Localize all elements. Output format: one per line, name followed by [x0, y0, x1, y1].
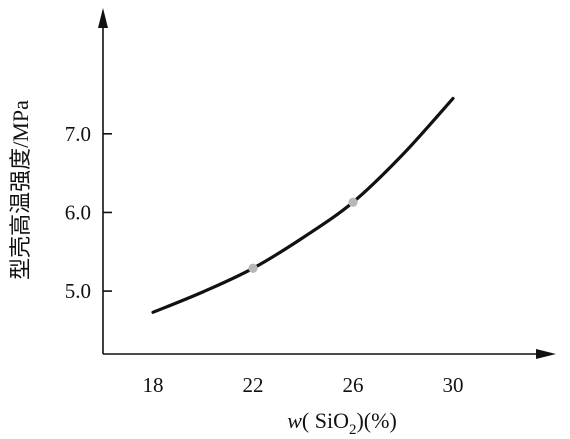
- data-markers: [248, 197, 358, 273]
- data-point-marker: [348, 197, 358, 207]
- x-tick-label: 18: [143, 373, 164, 397]
- x-axis-title-suffix: )(%): [356, 408, 396, 433]
- x-axis-title-main: ( SiO: [302, 408, 349, 433]
- x-axis-title: w( SiO2)(%): [287, 408, 397, 438]
- data-point-marker: [248, 263, 258, 273]
- y-tick-label: 5.0: [65, 279, 91, 303]
- x-axis-arrow: [536, 349, 556, 359]
- x-tick-label: 26: [343, 373, 364, 397]
- ticks: 5.0 6.0 7.0 18 22 26 30: [65, 122, 464, 397]
- x-axis-title-subscript: 2: [349, 422, 357, 438]
- axes: [98, 8, 556, 359]
- x-axis-title-variable: w: [287, 408, 302, 433]
- y-tick-label: 7.0: [65, 122, 91, 146]
- series-line: [151, 96, 455, 314]
- y-axis-arrow: [98, 8, 108, 28]
- x-tick-label: 30: [443, 373, 464, 397]
- y-axis-title: 型壳高温强度/MPa: [8, 100, 33, 280]
- y-tick-label: 6.0: [65, 200, 91, 224]
- x-tick-label: 22: [243, 373, 264, 397]
